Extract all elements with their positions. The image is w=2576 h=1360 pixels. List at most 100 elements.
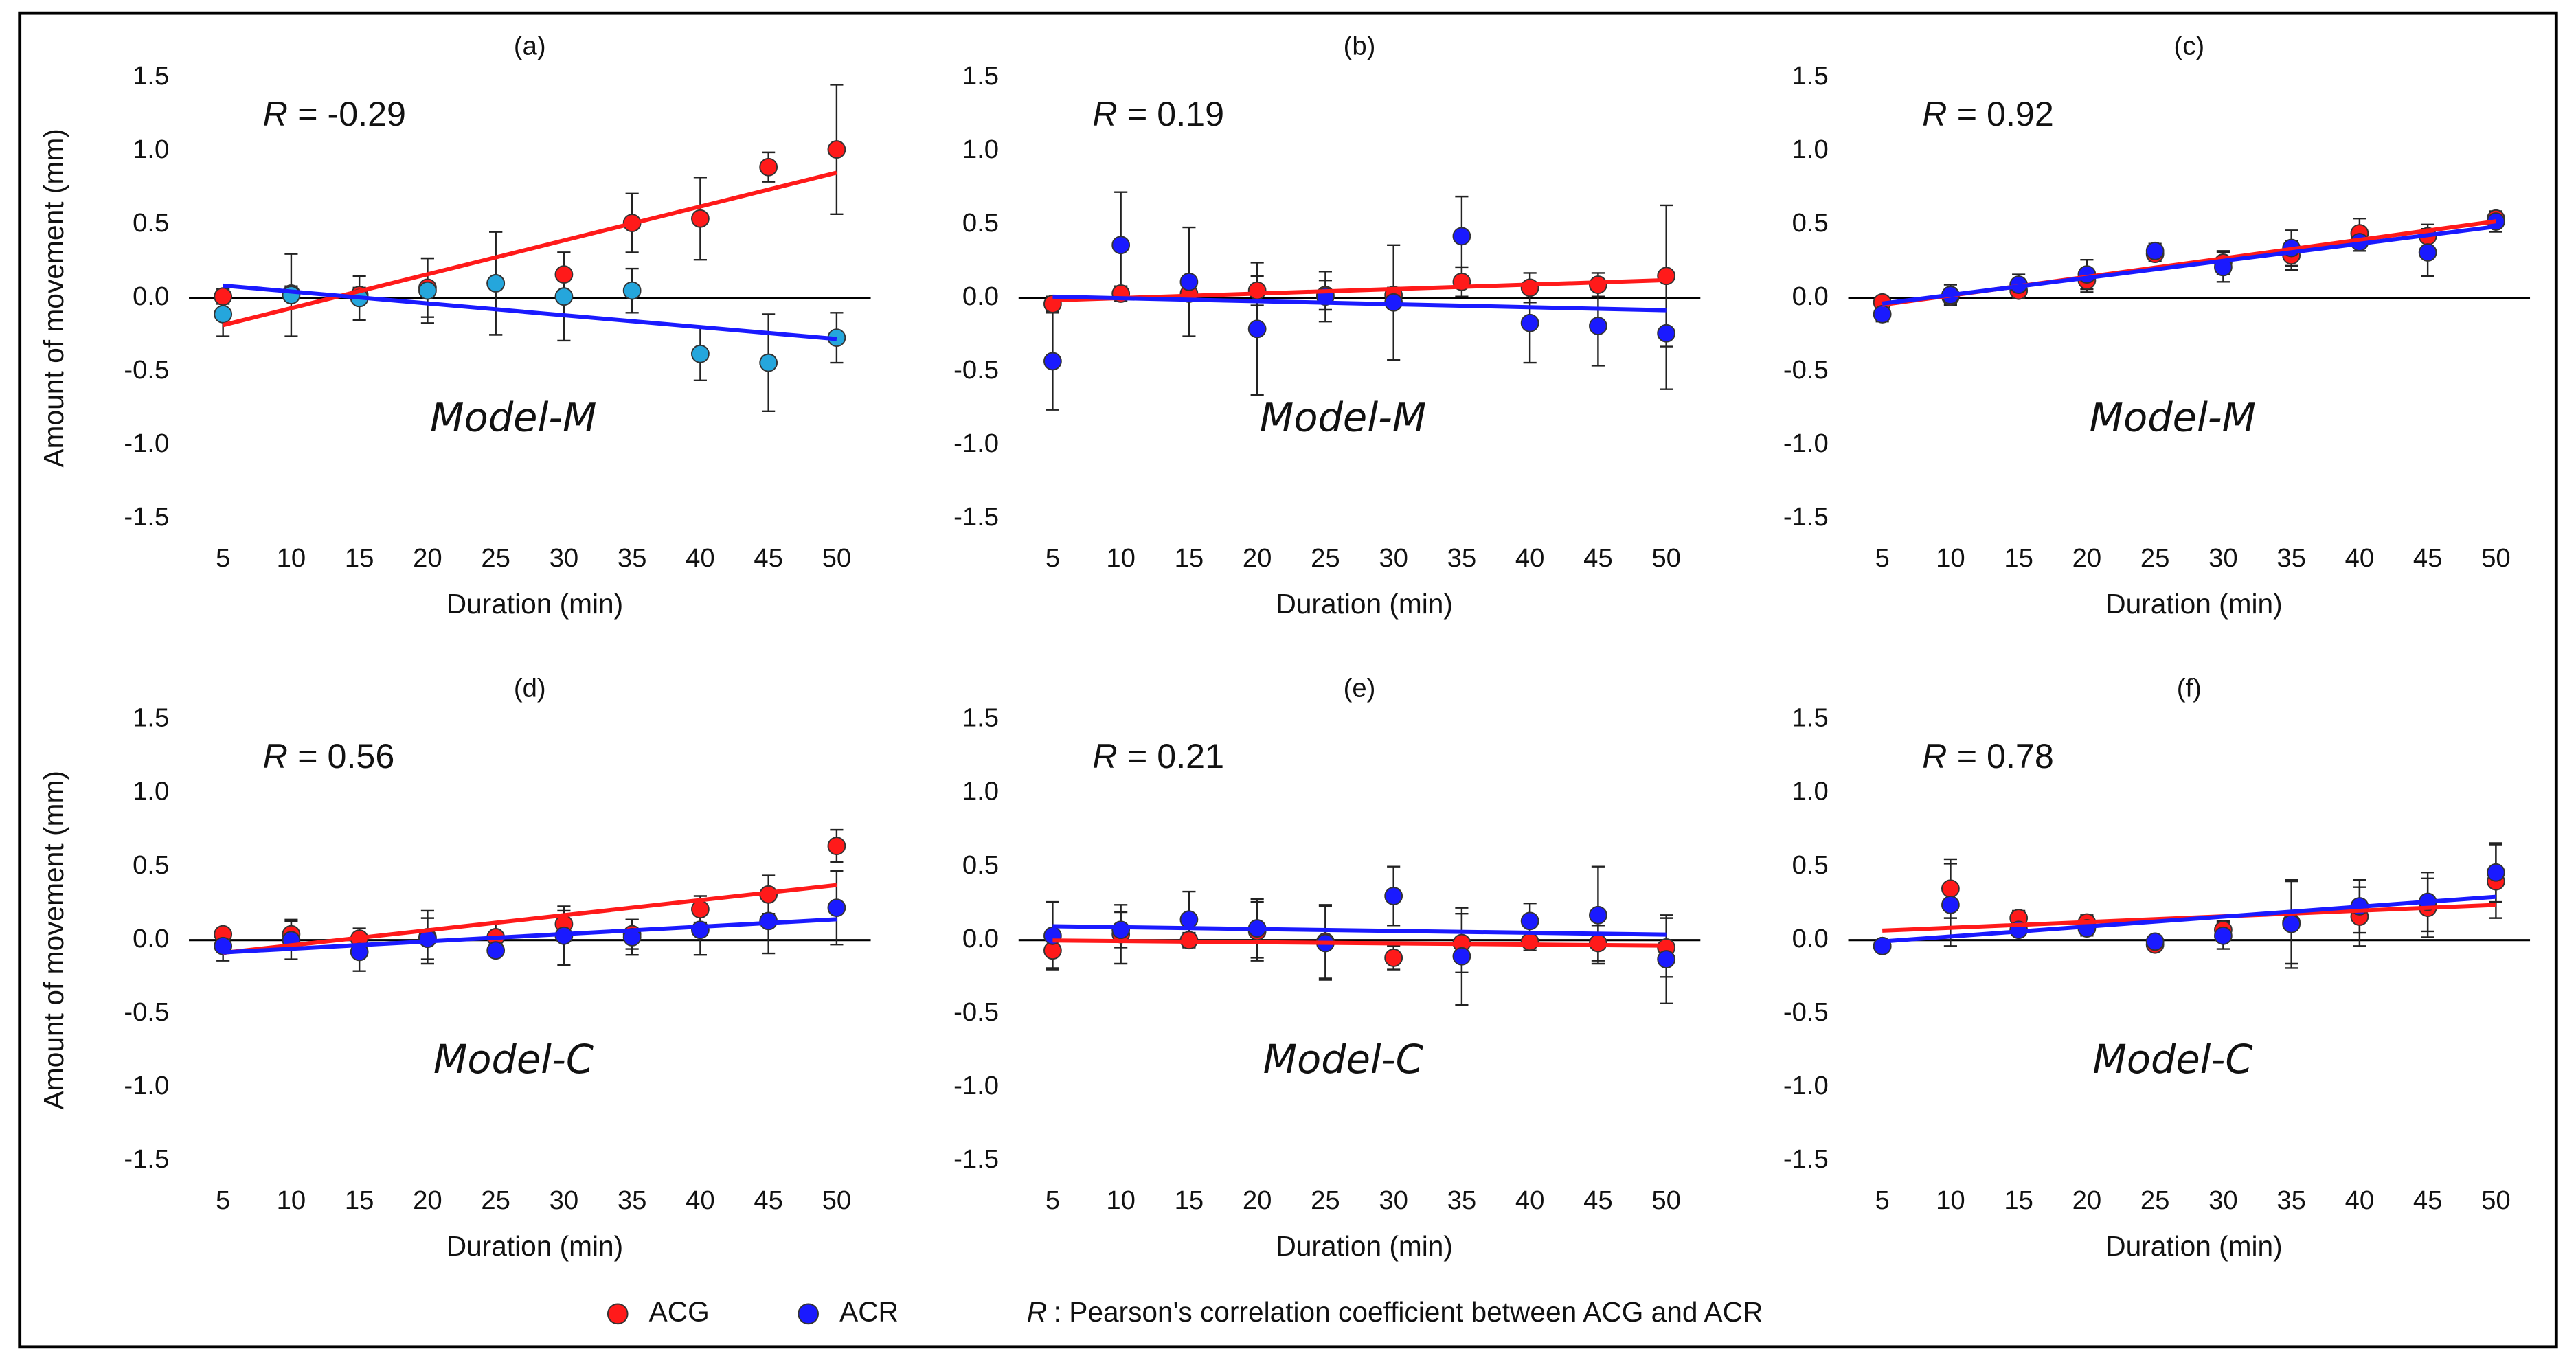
x-tick-label: 15 <box>345 543 374 573</box>
y-tick-label: -0.5 <box>953 997 999 1027</box>
data-point <box>1941 895 1960 914</box>
model-label: Model-M <box>430 394 597 440</box>
frame <box>18 11 2558 1349</box>
y-tick-label: 1.0 <box>133 777 169 806</box>
data-point <box>759 353 778 372</box>
correlation-value: = 0.21 <box>1127 736 1224 775</box>
x-tick-label: 25 <box>1311 1186 1340 1215</box>
data-point <box>759 157 778 177</box>
data-point <box>691 900 710 919</box>
y-tick-label: 1.0 <box>962 777 999 806</box>
data-point <box>1179 910 1199 929</box>
x-axis-label: Duration (min) <box>1276 1230 1452 1262</box>
correlation-annotation: R = -0.29 <box>263 94 406 133</box>
y-tick-label: -1.5 <box>1783 502 1829 532</box>
x-tick-label: 5 <box>216 543 230 573</box>
trend-line <box>1052 924 1667 937</box>
data-point <box>2145 932 2165 951</box>
data-point <box>486 941 506 960</box>
y-tick-label: 0.5 <box>133 850 169 880</box>
panel-title: (f) <box>2177 673 2202 703</box>
x-tick-label: 20 <box>413 1186 442 1215</box>
x-tick-label: 50 <box>1651 1186 1681 1215</box>
data-point <box>1520 313 1539 332</box>
correlation-annotation: R = 0.19 <box>1092 94 1224 133</box>
y-tick-label: -1.0 <box>953 429 999 458</box>
x-tick-label: 50 <box>2481 543 2511 573</box>
data-point <box>214 305 233 324</box>
x-axis-label: Duration (min) <box>2105 588 2282 620</box>
correlation-symbol: R <box>1922 736 1947 775</box>
x-tick-label: 50 <box>2481 1186 2511 1215</box>
trend-line <box>1052 938 1667 948</box>
y-tick-label: -1.0 <box>1783 1071 1829 1100</box>
legend-label: ACR <box>839 1296 899 1328</box>
correlation-annotation: R = 0.92 <box>1922 94 2054 133</box>
x-axis-label: Duration (min) <box>1276 588 1452 620</box>
panel-title: (a) <box>514 32 546 61</box>
x-tick-label: 5 <box>1046 543 1060 573</box>
x-tick-label: 10 <box>1936 1186 1965 1215</box>
trend-line <box>1052 294 1667 313</box>
x-tick-label: 50 <box>822 543 852 573</box>
x-tick-label: 45 <box>1583 543 1613 573</box>
x-tick-label: 40 <box>1515 1186 1545 1215</box>
y-tick-label: -1.5 <box>953 502 999 532</box>
data-point <box>1873 305 1892 324</box>
y-tick-label: -1.5 <box>953 1144 999 1174</box>
y-tick-label: 1.0 <box>1792 135 1829 164</box>
x-tick-label: 45 <box>2413 1186 2443 1215</box>
data-point <box>691 209 710 228</box>
x-tick-label: 35 <box>1447 1186 1477 1215</box>
x-tick-label: 30 <box>550 1186 579 1215</box>
y-tick-label: -1.5 <box>124 1144 169 1174</box>
model-label: Model-M <box>2090 394 2257 440</box>
data-point <box>1247 281 1267 300</box>
x-tick-label: 35 <box>1447 543 1477 573</box>
x-tick-label: 25 <box>1311 543 1340 573</box>
x-tick-label: 30 <box>1379 1186 1408 1215</box>
data-point <box>1589 275 1607 295</box>
panel-title: (b) <box>1344 32 1376 61</box>
y-tick-label: 0.0 <box>1792 282 1829 311</box>
y-tick-label: -1.0 <box>124 1071 169 1100</box>
x-tick-label: 25 <box>2140 543 2170 573</box>
data-point <box>1520 932 1539 951</box>
data-point <box>1179 272 1199 291</box>
y-tick-label: 0.5 <box>1792 850 1829 880</box>
trend-line <box>222 170 837 328</box>
legend-note: R: Pearson's correlation coefficient bet… <box>1027 1296 1763 1328</box>
y-tick-label: -1.5 <box>1783 1144 1829 1174</box>
correlation-symbol: R <box>1922 94 1947 133</box>
x-axis-label: Duration (min) <box>447 588 623 620</box>
x-axis-label: Duration (min) <box>447 1230 623 1262</box>
x-tick-label: 40 <box>1515 543 1545 573</box>
trend-line <box>1882 224 2496 306</box>
trend-line <box>223 283 837 341</box>
data-point <box>2214 926 2233 945</box>
y-tick-label: -0.5 <box>124 355 169 385</box>
correlation-annotation: R = 0.21 <box>1092 736 1224 775</box>
data-point <box>1384 949 1403 967</box>
y-tick-label: 1.5 <box>1792 703 1829 733</box>
x-tick-label: 20 <box>413 543 442 573</box>
y-tick-label: 0.0 <box>1792 924 1829 953</box>
x-tick-label: 35 <box>2276 543 2306 573</box>
data-point <box>1043 352 1062 371</box>
data-point <box>622 281 642 300</box>
legend-marker <box>607 1303 629 1325</box>
data-point <box>2418 243 2437 262</box>
y-tick-label: 1.0 <box>133 135 169 164</box>
x-tick-label: 10 <box>1106 543 1136 573</box>
data-point <box>418 281 437 300</box>
x-tick-label: 5 <box>1875 543 1890 573</box>
data-point <box>554 287 574 306</box>
x-tick-label: 35 <box>618 543 647 573</box>
x-tick-label: 40 <box>686 543 715 573</box>
data-point <box>2487 863 2505 882</box>
x-tick-label: 10 <box>277 543 306 573</box>
legend-marker <box>798 1303 819 1325</box>
model-label: Model-C <box>433 1036 594 1083</box>
correlation-annotation: R = 0.78 <box>1922 736 2054 775</box>
